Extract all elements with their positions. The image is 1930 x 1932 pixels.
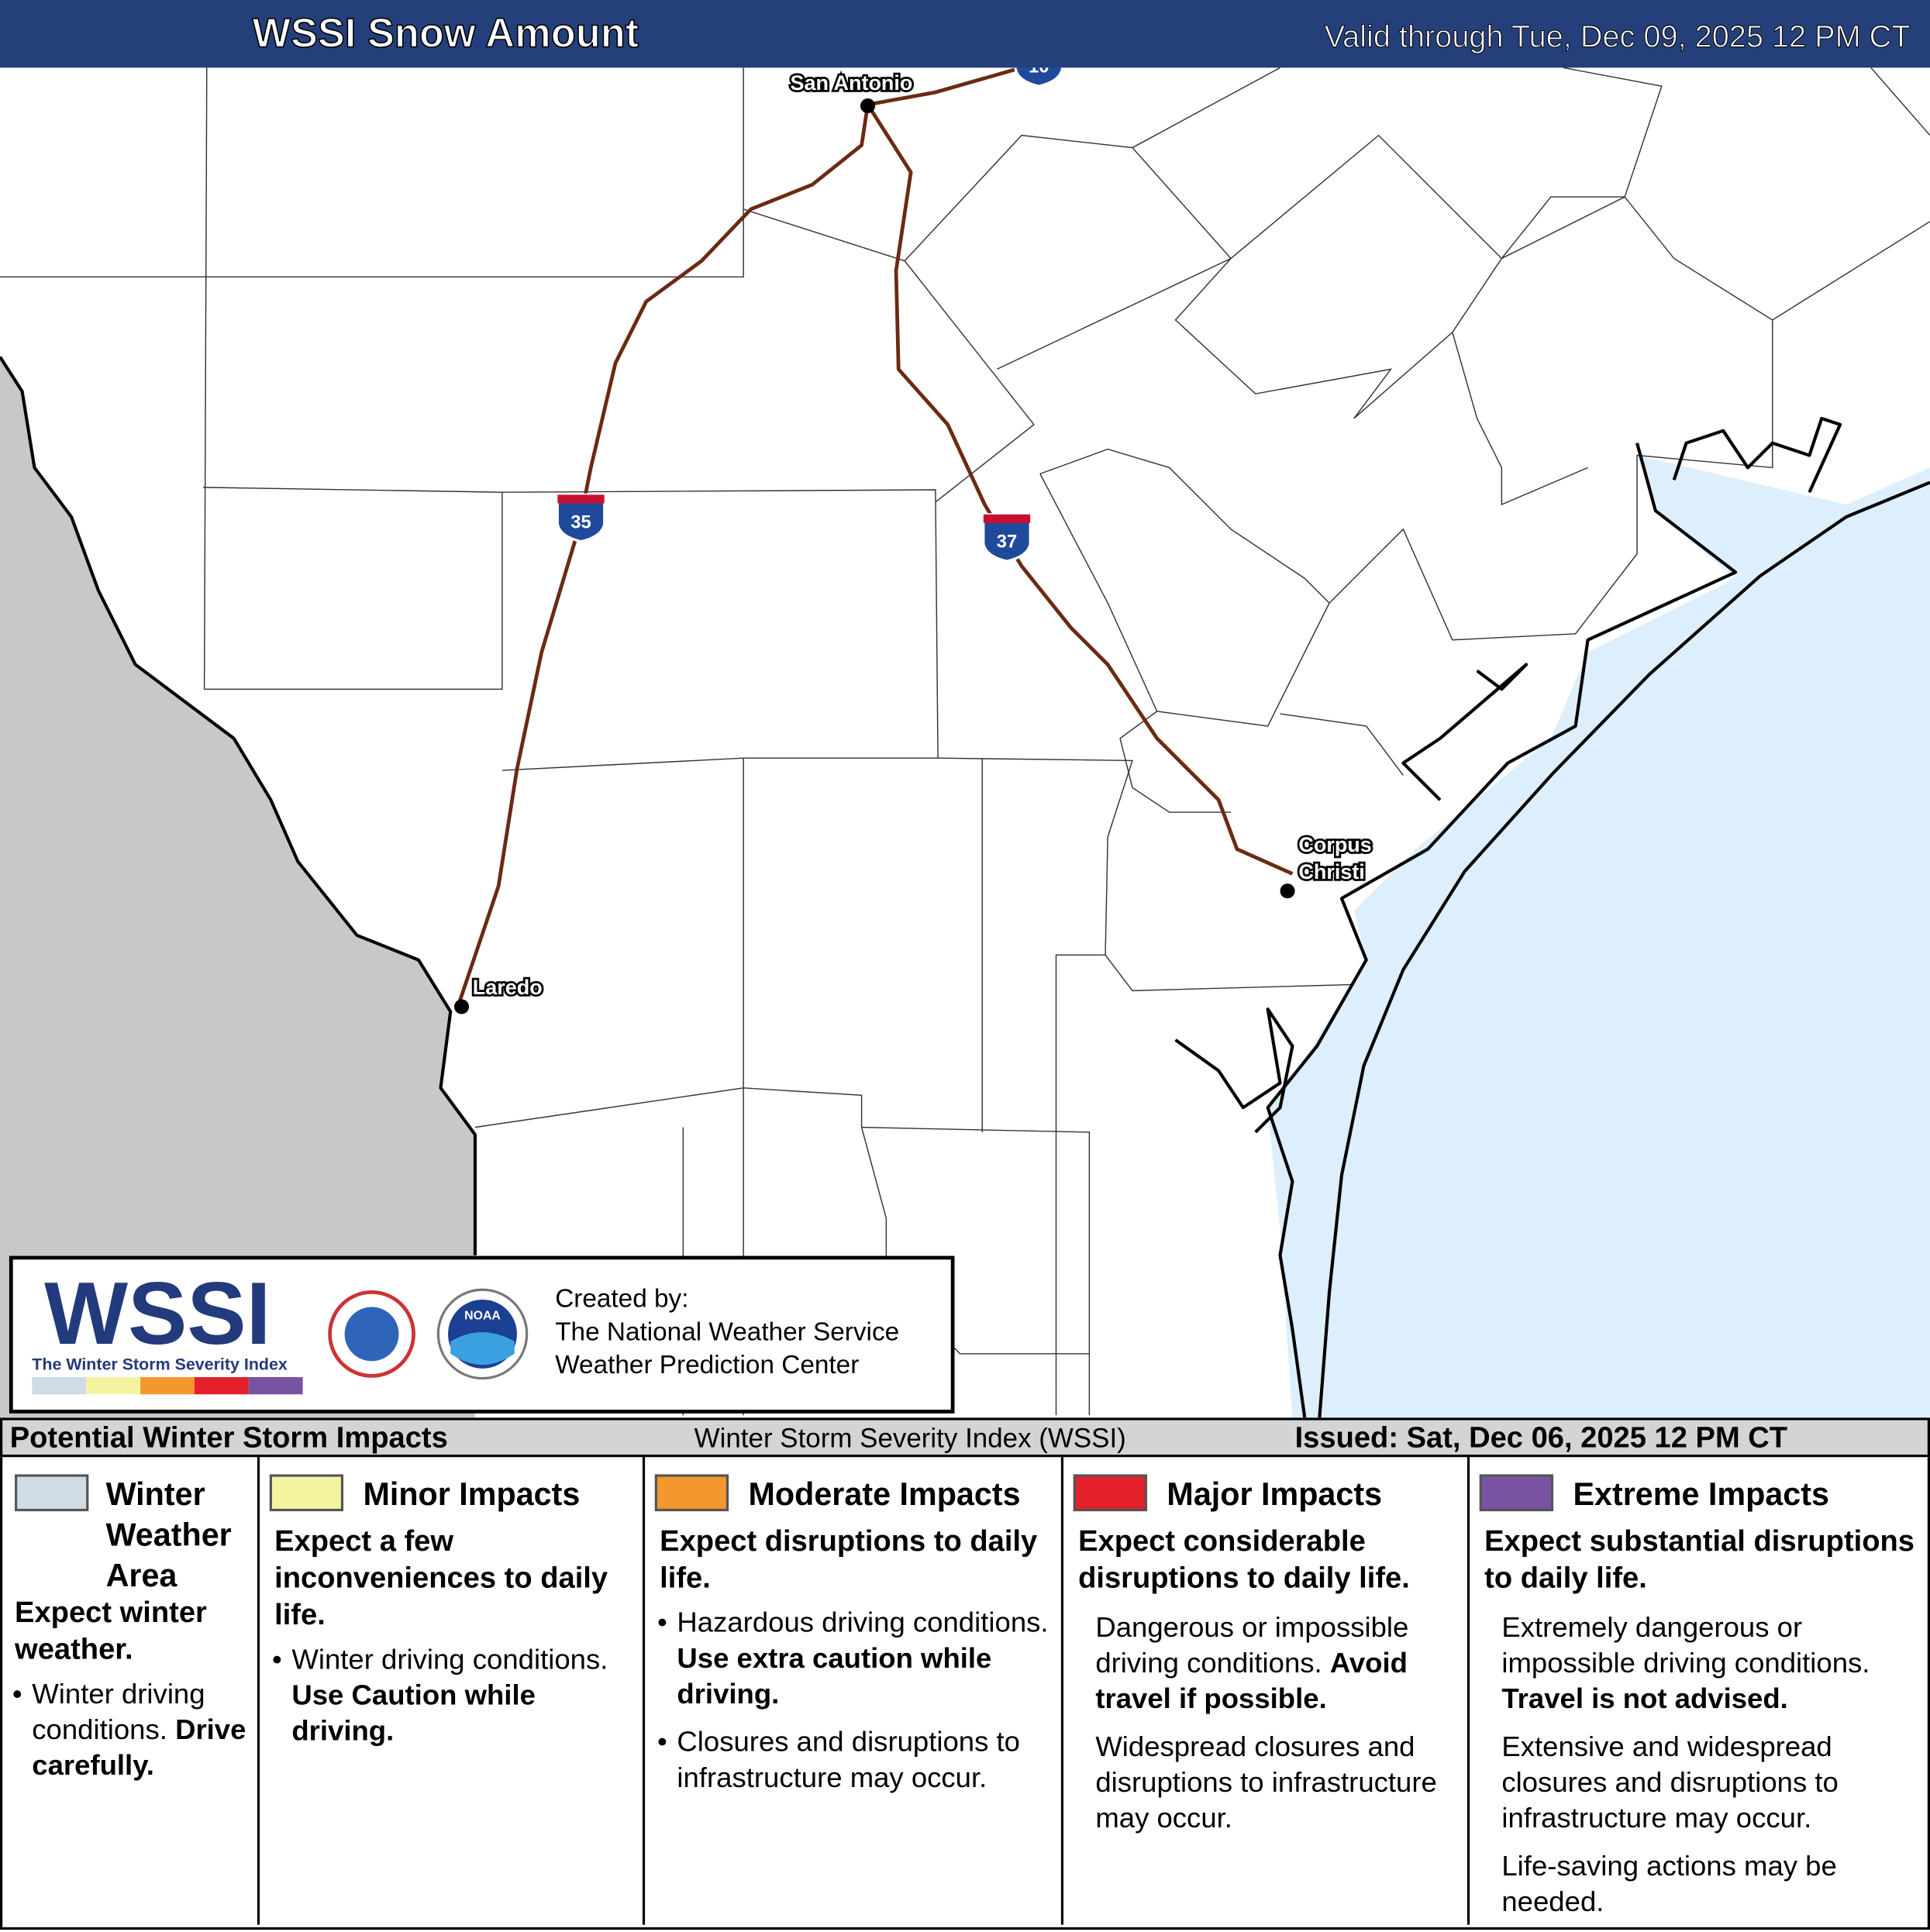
legend-center: Winter Storm Severity Index (WSSI): [694, 1422, 1126, 1454]
impact-summary: Expect winter weather.: [15, 1596, 207, 1667]
legend-issued: Issued: Sat, Dec 06, 2025 12 PM CT: [1294, 1421, 1788, 1455]
impact-column: Winter Weather Area Expect winter weather…: [5, 1457, 257, 1924]
impact-item: Extremely dangerous or impossible drivin…: [1501, 1610, 1922, 1717]
bays: [1267, 455, 1847, 1418]
impact-column: Moderate Impacts Expect disruptions to da…: [642, 1457, 1061, 1925]
item-text: Widespread closures and disruptions to i…: [1095, 1730, 1437, 1834]
legend-bar: Potential Winter Storm Impacts Winter St…: [0, 1417, 1930, 1458]
city-dot: [453, 999, 470, 1014]
logo-color-swatch: [86, 1376, 141, 1395]
impact-items: Dangerous or impossible driving conditio…: [1078, 1610, 1462, 1836]
shield-top: [557, 494, 605, 504]
city-dot: [1280, 883, 1295, 899]
noaa-wave: [450, 1332, 515, 1365]
nws-seal-inner: [344, 1307, 399, 1362]
item-bold: Travel is not advised.: [1501, 1682, 1788, 1715]
impact-swatch: [1073, 1474, 1148, 1512]
impact-swatch: [654, 1474, 729, 1512]
impact-summary: Expect considerable disruptions to daily…: [1078, 1524, 1410, 1596]
impact-items: Winter driving conditions. Drive careful…: [12, 1676, 252, 1783]
item-text: Winter driving conditions.: [291, 1642, 608, 1675]
logo-color-swatch: [32, 1376, 87, 1395]
county-lines: [0, 67, 1930, 1416]
item-text: Extremely dangerous or impossible drivin…: [1501, 1610, 1870, 1679]
impact-item: Hazardous driving conditions. Use extra …: [657, 1605, 1056, 1712]
wssi-logo: WSSI: [44, 1265, 271, 1363]
impact-body: Expect winter weather. Winter driving con…: [12, 1595, 252, 1796]
mexico: [0, 356, 475, 1418]
shield-number: 37: [997, 532, 1018, 553]
impact-name: Winter Weather Area: [105, 1476, 232, 1594]
item-text: Extensive and widespread closures and di…: [1501, 1730, 1839, 1834]
impact-swatch: [269, 1474, 344, 1512]
impact-summary: Expect a few inconveniences to daily lif…: [274, 1524, 608, 1632]
city-label: San Antonio: [791, 71, 913, 95]
item-bold: Drive carefully.: [32, 1713, 246, 1781]
impact-item: Winter driving conditions. Drive careful…: [12, 1676, 252, 1783]
impact-item: Dangerous or impossible driving conditio…: [1095, 1610, 1462, 1717]
noaa-text: NOAA: [464, 1309, 501, 1322]
item-bold: Avoid travel if possible.: [1095, 1646, 1408, 1715]
impact-swatch: [1479, 1474, 1554, 1512]
impact-body: Expect a few inconveniences to daily lif…: [272, 1524, 637, 1761]
impact-column: Extreme Impacts Expect substantial disrup…: [1466, 1457, 1928, 1925]
city-label: Christi: [1298, 860, 1364, 883]
header-title: WSSI Snow Amount: [253, 11, 639, 56]
shield-top: [983, 514, 1031, 523]
impact-items: Extremely dangerous or impossible drivin…: [1484, 1610, 1922, 1920]
logo-color-swatch: [194, 1376, 249, 1395]
impact-column: Minor Impacts Expect a few inconveniences…: [257, 1457, 643, 1925]
logo-color-swatch: [140, 1376, 195, 1395]
impact-item: Widespread closures and disruptions to i…: [1095, 1729, 1462, 1836]
impact-name: Moderate Impacts: [748, 1476, 1021, 1513]
impact-swatch: [15, 1474, 89, 1512]
item-bold: Use Caution while driving.: [291, 1679, 536, 1747]
item-text: Life-saving actions may be needed.: [1501, 1849, 1837, 1918]
impact-items: Hazardous driving conditions. Use extra …: [657, 1605, 1056, 1796]
org-line: Weather Prediction Center: [555, 1351, 859, 1379]
item-text: Closures and disruptions to infrastructu…: [677, 1725, 1021, 1793]
shield-shape: [556, 493, 606, 543]
item-text: Dangerous or impossible driving conditio…: [1095, 1610, 1409, 1679]
impact-columns: Winter Weather Area Expect winter weather…: [0, 1457, 1930, 1930]
shield-number: 35: [570, 511, 591, 532]
city-label: Corpus: [1298, 833, 1371, 856]
gulf: [1307, 467, 1930, 1418]
impact-column: Major Impacts Expect considerable disrupt…: [1060, 1457, 1467, 1925]
impact-items: Winter driving conditions. Use Caution w…: [272, 1641, 637, 1748]
item-text: Winter driving conditions.: [32, 1677, 205, 1745]
item-bold: Use extra caution while driving.: [677, 1641, 992, 1710]
impact-item: Closures and disruptions to infrastructu…: [657, 1724, 1056, 1796]
impact-body: Expect considerable disruptions to daily…: [1078, 1524, 1462, 1848]
legend-title: Potential Winter Storm Impacts: [9, 1421, 448, 1455]
logo-color-bar: [32, 1376, 303, 1395]
logo-color-swatch: [248, 1376, 303, 1395]
city-dot: [860, 98, 876, 114]
impact-name: Major Impacts: [1167, 1476, 1383, 1513]
highways: [456, 66, 1294, 1007]
header-bar: [0, 0, 1930, 68]
impact-name: Extreme Impacts: [1573, 1476, 1829, 1513]
impact-item: Winter driving conditions. Use Caution w…: [272, 1641, 637, 1748]
item-text: Hazardous driving conditions.: [677, 1606, 1049, 1638]
city-labels: San Antonio Corpus Christi Laredo: [470, 69, 1374, 1001]
impact-summary: Expect disruptions to daily life.: [660, 1524, 1038, 1596]
org-line: The National Weather Service: [555, 1317, 899, 1346]
header-valid: Valid through Tue, Dec 09, 2025 12 PM CT: [1325, 19, 1911, 53]
city-dots: [453, 98, 1295, 1014]
coastline: [0, 356, 1930, 1418]
wssi-logo-subtitle: The Winter Storm Severity Index: [32, 1355, 288, 1373]
impact-body: Expect disruptions to daily life. Hazardo…: [657, 1524, 1056, 1808]
impact-body: Expect substantial disruptions to daily …: [1484, 1524, 1922, 1932]
created-by: Created by:: [555, 1284, 688, 1313]
city-label: Laredo: [473, 976, 543, 999]
impact-name: Minor Impacts: [363, 1476, 581, 1513]
impact-item: Life-saving actions may be needed.: [1501, 1848, 1922, 1920]
shield-shape: [982, 513, 1032, 563]
impact-summary: Expect substantial disruptions to daily …: [1484, 1524, 1915, 1596]
impact-item: Extensive and widespread closures and di…: [1501, 1729, 1922, 1836]
